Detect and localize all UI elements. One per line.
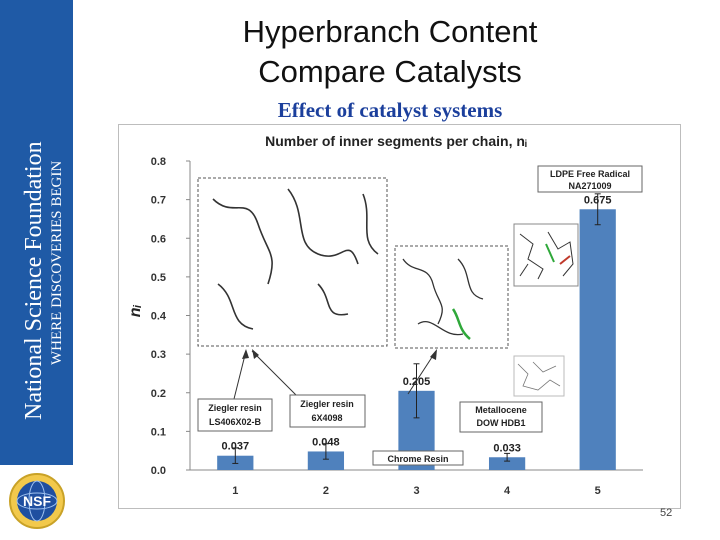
x-tick-label: 2 bbox=[323, 485, 329, 497]
annotation-ziegler-2: Ziegler resin 6X4098 bbox=[289, 394, 366, 428]
y-tick-label: 0.1 bbox=[151, 426, 166, 438]
annotation-chrome: Chrome Resin bbox=[372, 450, 464, 466]
slide-title-line1: Hyperbranch Content bbox=[242, 14, 538, 49]
y-tick-label: 0.8 bbox=[151, 156, 166, 168]
chain-illustration-3 bbox=[519, 231, 574, 280]
image-panel-3 bbox=[513, 223, 579, 287]
x-tick-label: 3 bbox=[413, 485, 419, 497]
annotation-ziegler-2-line2: 6X4098 bbox=[311, 413, 342, 423]
arrow-heads bbox=[242, 349, 437, 360]
image-panel-4 bbox=[513, 355, 565, 397]
y-tick-label: 0.5 bbox=[151, 272, 166, 284]
page-number: 52 bbox=[660, 507, 673, 519]
slide-title: Hyperbranch Content Compare Catalysts bbox=[200, 12, 580, 92]
y-tick-label: 0.3 bbox=[151, 349, 166, 361]
annotation-metallocene-line1: Metallocene bbox=[475, 405, 527, 415]
chain-illustration-1 bbox=[212, 188, 379, 330]
x-tick-label: 1 bbox=[232, 485, 238, 497]
data-label: 0.048 bbox=[312, 436, 340, 448]
data-label: 0.033 bbox=[493, 442, 521, 454]
annotation-ldpe: LDPE Free Radical NA271009 bbox=[537, 165, 643, 193]
y-tick-label: 0.0 bbox=[151, 465, 166, 477]
annotation-ldpe-line2: NA271009 bbox=[568, 181, 611, 191]
bar bbox=[579, 209, 616, 470]
y-tick-label: 0.4 bbox=[151, 311, 167, 323]
annotation-metallocene-line2: DOW HDB1 bbox=[477, 418, 526, 428]
chart-title: Number of inner segments per chain, nᵢ bbox=[265, 133, 527, 149]
logo-text: NSF bbox=[23, 493, 51, 509]
annotation-ziegler-1-line2: LS406X02-B bbox=[209, 417, 262, 427]
image-panel-2 bbox=[394, 245, 509, 349]
org-tagline: WHERE DISCOVERIES BEGIN bbox=[49, 160, 65, 365]
slide-title-line2: Compare Catalysts bbox=[258, 54, 522, 89]
y-tick-label: 0.6 bbox=[151, 233, 166, 245]
org-name: National Science Foundation bbox=[21, 141, 47, 420]
annotation-ziegler-1-line1: Ziegler resin bbox=[208, 403, 262, 413]
data-label: 0.037 bbox=[222, 441, 250, 453]
y-axis-label: nᵢ bbox=[127, 304, 144, 317]
annotation-arrows bbox=[233, 350, 437, 400]
annotation-ziegler-2-line1: Ziegler resin bbox=[300, 399, 354, 409]
chain-illustration-4 bbox=[517, 361, 561, 391]
annotation-chrome-label: Chrome Resin bbox=[387, 454, 448, 464]
bar bbox=[307, 451, 345, 470]
chain-illustration-2 bbox=[402, 258, 484, 340]
bar bbox=[488, 457, 526, 470]
data-label: 0.675 bbox=[584, 194, 612, 206]
annotation-ziegler-1: Ziegler resin LS406X02-B bbox=[197, 398, 273, 432]
x-tick-label: 5 bbox=[595, 485, 601, 497]
bar-chart: Number of inner segments per chain, nᵢ n… bbox=[118, 124, 681, 509]
image-panel-1 bbox=[197, 177, 388, 347]
y-tick-label: 0.2 bbox=[151, 388, 166, 400]
annotation-ldpe-line1: LDPE Free Radical bbox=[550, 169, 630, 179]
sidebar-band: National Science Foundation WHERE DISCOV… bbox=[0, 0, 73, 465]
annotation-metallocene: Metallocene DOW HDB1 bbox=[459, 401, 543, 433]
slide-subtitle: Effect of catalyst systems bbox=[277, 98, 503, 122]
y-tick-label: 0.7 bbox=[151, 195, 166, 207]
x-tick-label: 4 bbox=[504, 485, 511, 497]
nsf-logo-icon: NSF bbox=[9, 473, 65, 529]
